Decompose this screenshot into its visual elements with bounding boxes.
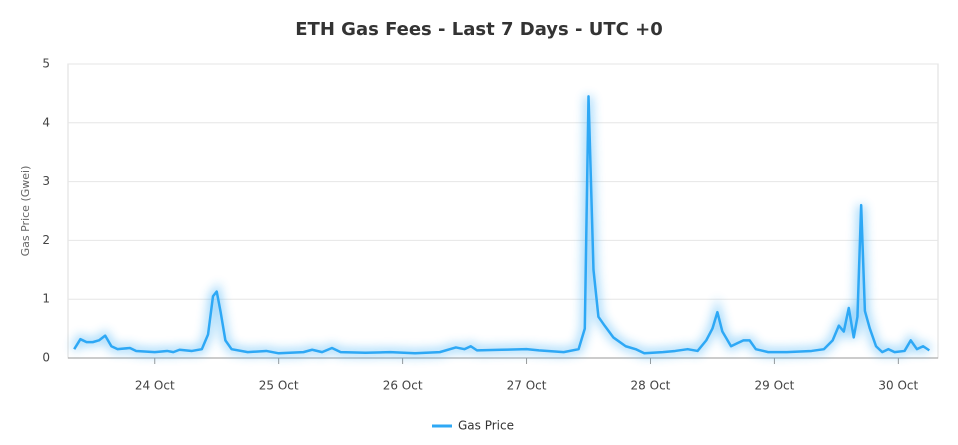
chart-title: ETH Gas Fees - Last 7 Days - UTC +0 bbox=[295, 19, 662, 40]
y-axis-label: Gas Price (Gwei) bbox=[19, 166, 32, 257]
x-tick-label: 25 Oct bbox=[259, 379, 299, 393]
y-tick-label: 2 bbox=[42, 233, 50, 247]
x-tick-label: 29 Oct bbox=[754, 379, 794, 393]
x-tick-label: 28 Oct bbox=[631, 379, 671, 393]
line bbox=[73, 95, 931, 355]
x-tick-label: 30 Oct bbox=[878, 379, 918, 393]
line-glow bbox=[70, 96, 932, 358]
x-tick-label: 27 Oct bbox=[507, 379, 547, 393]
y-tick-label: 5 bbox=[42, 57, 50, 71]
y-tick-label: 0 bbox=[42, 351, 50, 365]
y-tick-label: 4 bbox=[42, 115, 50, 129]
plot-area bbox=[67, 63, 939, 359]
y-tick-label: 3 bbox=[42, 174, 50, 188]
x-tick-label: 24 Oct bbox=[135, 379, 175, 393]
legend-label: Gas Price bbox=[458, 419, 514, 433]
x-tick-label: 26 Oct bbox=[383, 379, 423, 393]
y-tick-label: 1 bbox=[42, 292, 50, 306]
